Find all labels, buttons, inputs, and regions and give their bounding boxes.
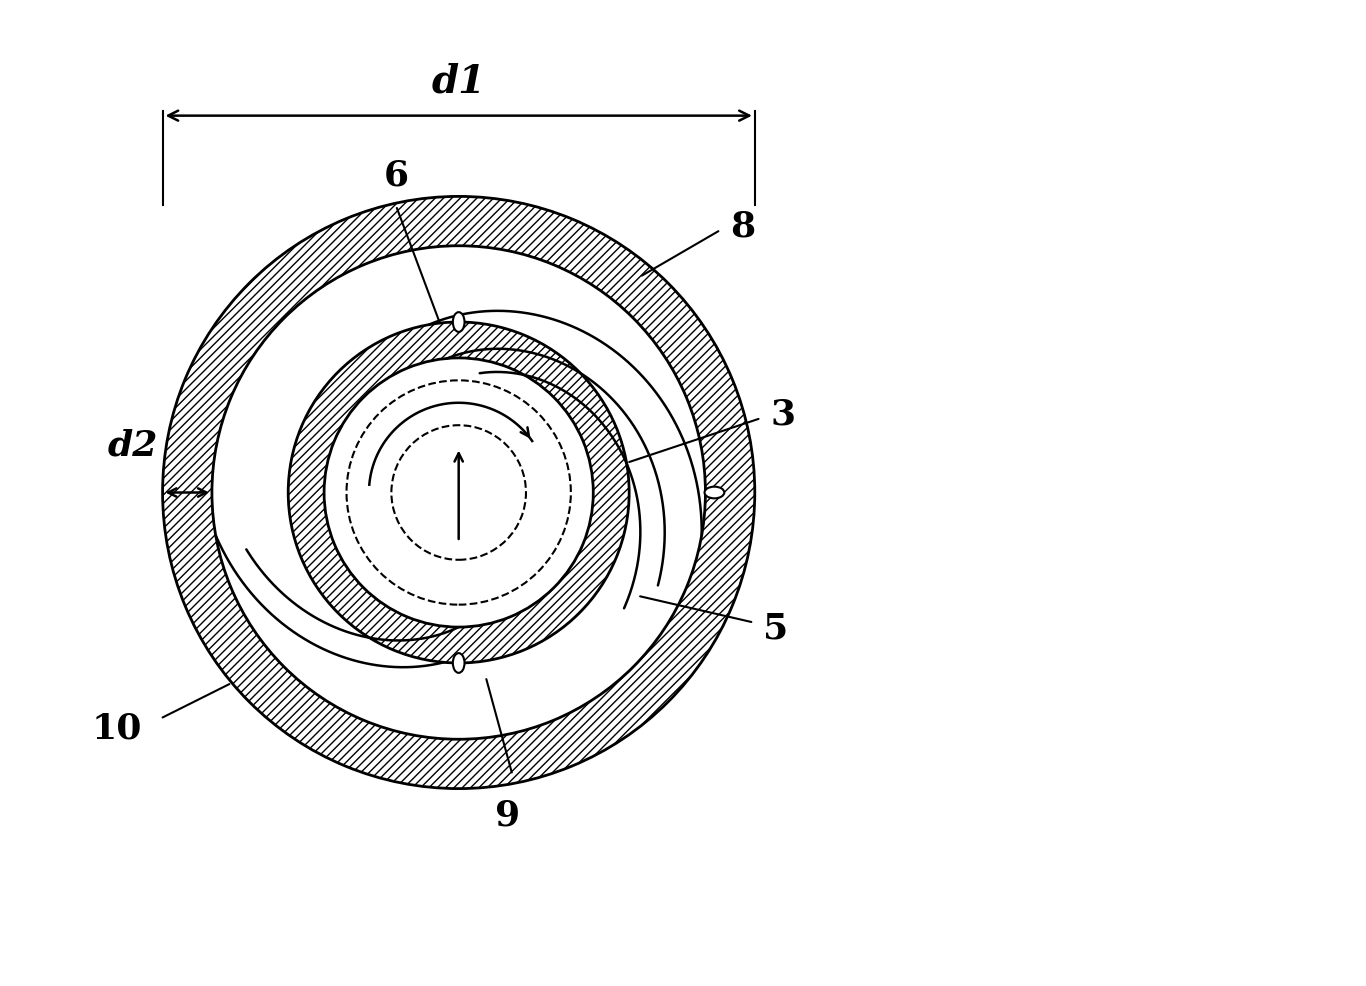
Ellipse shape: [454, 654, 464, 673]
Text: 6: 6: [384, 159, 408, 192]
Text: 8: 8: [729, 209, 755, 244]
Ellipse shape: [705, 487, 724, 499]
Circle shape: [324, 359, 593, 627]
Text: 3: 3: [770, 397, 795, 431]
Text: 5: 5: [764, 610, 788, 645]
Text: d1: d1: [432, 62, 486, 101]
Text: d2: d2: [108, 428, 158, 461]
Text: 10: 10: [92, 711, 142, 745]
Text: 9: 9: [496, 798, 520, 832]
Ellipse shape: [454, 313, 464, 332]
